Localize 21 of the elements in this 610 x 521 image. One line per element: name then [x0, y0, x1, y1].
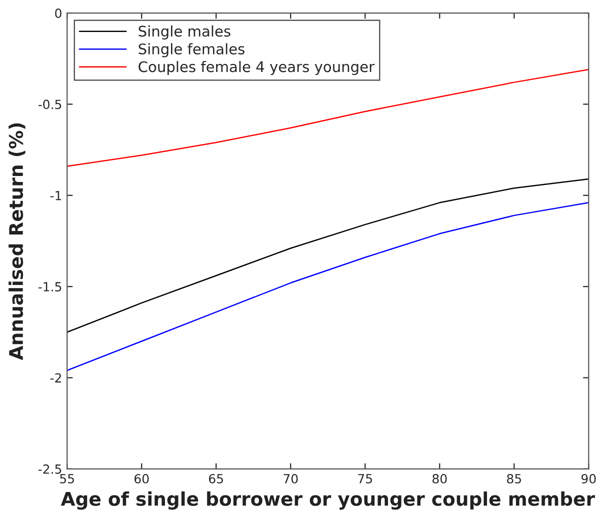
x-tick-label: 65 — [209, 474, 223, 484]
y-tick-label: -0.5 — [38, 100, 62, 110]
x-tick-label: 80 — [432, 474, 447, 484]
x-tick-label: 75 — [358, 474, 372, 484]
line-series — [67, 178, 589, 333]
y-tick-label: -2 — [50, 373, 61, 382]
y-axis-title: Annualised Return (%) — [8, 123, 26, 360]
y-tick-label: -2.5 — [38, 464, 62, 474]
x-tick-label: 60 — [134, 474, 149, 484]
legend-label: Couples female 4 years younger — [138, 60, 375, 76]
x-tick-label: 85 — [507, 474, 522, 484]
x-tick-label: 55 — [60, 474, 74, 484]
legend-label: Single females — [138, 43, 244, 58]
y-tick-label: -1 — [50, 191, 62, 200]
y-tick-label: 0 — [55, 8, 62, 18]
x-tick-label: 70 — [284, 474, 298, 484]
legend-label: Single males — [138, 25, 230, 40]
y-tick-label: -1.5 — [38, 282, 62, 292]
x-tick-label: 90 — [581, 474, 596, 484]
x-axis-title: Age of single borrower or younger couple member — [60, 491, 595, 510]
line-series — [67, 202, 589, 372]
